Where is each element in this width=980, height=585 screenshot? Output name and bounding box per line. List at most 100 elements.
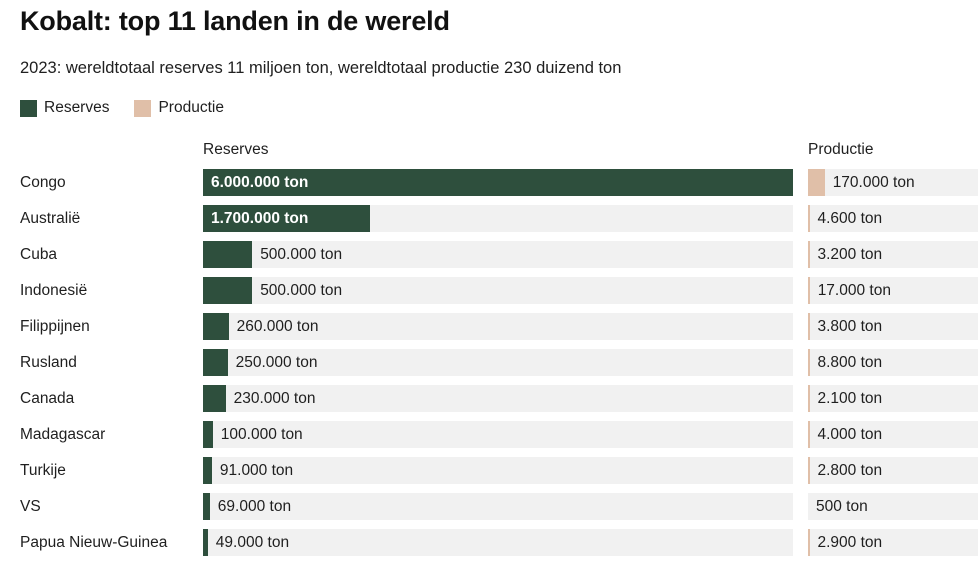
reserves-bar bbox=[203, 277, 253, 304]
country-label: Australië bbox=[20, 209, 81, 227]
reserves-value-label: 500.000 ton bbox=[260, 245, 343, 263]
reserves-value-label: 91.000 ton bbox=[219, 461, 294, 479]
column-gap bbox=[793, 529, 808, 556]
productie-track: 4.000 ton bbox=[808, 421, 978, 448]
reserves-swatch-icon bbox=[20, 99, 37, 117]
reserves-bar bbox=[203, 493, 210, 520]
productie-bar bbox=[808, 277, 810, 304]
reserves-value-label: 260.000 ton bbox=[236, 317, 319, 335]
chart-row: Indonesië 500.000 ton 17.000 ton bbox=[20, 277, 980, 304]
chart-rows: Congo 6.000.000 ton 170.000 ton Australi… bbox=[20, 169, 980, 556]
column-gap bbox=[793, 349, 808, 376]
reserves-value-label: 500.000 ton bbox=[260, 281, 343, 299]
legend-item-reserves: Reserves bbox=[20, 99, 109, 117]
productie-column-header: Productie bbox=[808, 141, 874, 158]
column-headers: Reserves Productie bbox=[20, 141, 980, 158]
productie-bar bbox=[808, 169, 825, 196]
country-label: Rusland bbox=[20, 353, 77, 371]
country-label: VS bbox=[20, 497, 41, 515]
reserves-bar bbox=[203, 349, 228, 376]
productie-value-label: 4.000 ton bbox=[817, 425, 883, 443]
column-gap bbox=[793, 457, 808, 484]
reserves-track: 49.000 ton bbox=[203, 529, 793, 556]
reserves-value-label: 230.000 ton bbox=[233, 389, 316, 407]
productie-track: 170.000 ton bbox=[808, 169, 978, 196]
productie-value-label: 3.200 ton bbox=[817, 245, 883, 263]
productie-bar bbox=[808, 529, 810, 556]
productie-track: 3.200 ton bbox=[808, 241, 978, 268]
chart-row: VS 69.000 ton 500 ton bbox=[20, 493, 980, 520]
productie-value-label: 2.800 ton bbox=[817, 461, 883, 479]
column-header-spacer bbox=[20, 141, 203, 158]
column-gap bbox=[793, 277, 808, 304]
country-label: Canada bbox=[20, 389, 75, 407]
chart-row: Canada 230.000 ton 2.100 ton bbox=[20, 385, 980, 412]
productie-value-label: 8.800 ton bbox=[817, 353, 883, 371]
productie-track: 4.600 ton bbox=[808, 205, 978, 232]
reserves-column-header: Reserves bbox=[203, 141, 269, 158]
productie-bar bbox=[808, 349, 810, 376]
reserves-track: 500.000 ton bbox=[203, 277, 793, 304]
reserves-track: 250.000 ton bbox=[203, 349, 793, 376]
productie-track: 8.800 ton bbox=[808, 349, 978, 376]
chart-page: Kobalt: top 11 landen in de wereld 2023:… bbox=[0, 4, 980, 556]
reserves-track: 6.000.000 ton bbox=[203, 169, 793, 196]
column-gap bbox=[793, 141, 808, 158]
column-gap bbox=[793, 241, 808, 268]
column-gap bbox=[793, 421, 808, 448]
reserves-bar bbox=[203, 313, 229, 340]
productie-bar bbox=[808, 457, 810, 484]
productie-value-label: 17.000 ton bbox=[817, 281, 891, 299]
productie-track: 2.900 ton bbox=[808, 529, 978, 556]
country-label: Indonesië bbox=[20, 281, 88, 299]
chart-legend: Reserves Productie bbox=[20, 99, 980, 117]
reserves-track: 91.000 ton bbox=[203, 457, 793, 484]
chart-row: Madagascar 100.000 ton 4.000 ton bbox=[20, 421, 980, 448]
reserves-bar bbox=[203, 457, 212, 484]
column-gap bbox=[793, 385, 808, 412]
column-gap bbox=[793, 169, 808, 196]
reserves-value-label: 100.000 ton bbox=[220, 425, 303, 443]
reserves-bar bbox=[203, 385, 226, 412]
productie-value-label: 2.100 ton bbox=[817, 389, 883, 407]
country-label: Papua Nieuw-Guinea bbox=[20, 533, 168, 551]
chart-subtitle: 2023: wereldtotaal reserves 11 miljoen t… bbox=[20, 59, 622, 77]
chart-row: Filippijnen 260.000 ton 3.800 ton bbox=[20, 313, 980, 340]
productie-track: 2.100 ton bbox=[808, 385, 978, 412]
reserves-bar bbox=[203, 529, 208, 556]
reserves-track: 69.000 ton bbox=[203, 493, 793, 520]
chart-row: Papua Nieuw-Guinea 49.000 ton 2.900 ton bbox=[20, 529, 980, 556]
country-label: Cuba bbox=[20, 245, 58, 263]
productie-bar bbox=[808, 313, 810, 340]
chart-row: Cuba 500.000 ton 3.200 ton bbox=[20, 241, 980, 268]
chart-row: Rusland 250.000 ton 8.800 ton bbox=[20, 349, 980, 376]
column-gap bbox=[793, 205, 808, 232]
productie-track: 2.800 ton bbox=[808, 457, 978, 484]
reserves-bar: 6.000.000 ton bbox=[203, 169, 793, 196]
reserves-bar bbox=[203, 241, 253, 268]
productie-value-label: 4.600 ton bbox=[817, 209, 883, 227]
column-gap bbox=[793, 313, 808, 340]
reserves-bar bbox=[203, 421, 213, 448]
reserves-value-label: 1.700.000 ton bbox=[211, 209, 309, 227]
productie-bar bbox=[808, 205, 810, 232]
productie-bar bbox=[808, 385, 810, 412]
reserves-track: 500.000 ton bbox=[203, 241, 793, 268]
productie-swatch-icon bbox=[134, 99, 152, 117]
productie-bar bbox=[808, 421, 810, 448]
reserves-track: 100.000 ton bbox=[203, 421, 793, 448]
productie-value-label: 500 ton bbox=[816, 497, 868, 515]
productie-track: 3.800 ton bbox=[808, 313, 978, 340]
productie-value-label: 3.800 ton bbox=[817, 317, 883, 335]
country-label: Congo bbox=[20, 173, 66, 191]
reserves-value-label: 49.000 ton bbox=[215, 533, 290, 551]
reserves-value-label: 69.000 ton bbox=[217, 497, 292, 515]
reserves-track: 1.700.000 ton bbox=[203, 205, 793, 232]
reserves-track: 260.000 ton bbox=[203, 313, 793, 340]
productie-track: 17.000 ton bbox=[808, 277, 978, 304]
chart-row: Congo 6.000.000 ton 170.000 ton bbox=[20, 169, 980, 196]
country-label: Turkije bbox=[20, 461, 66, 479]
productie-value-label: 2.900 ton bbox=[817, 533, 883, 551]
productie-track: 500 ton bbox=[808, 493, 978, 520]
reserves-bar: 1.700.000 ton bbox=[203, 205, 371, 232]
